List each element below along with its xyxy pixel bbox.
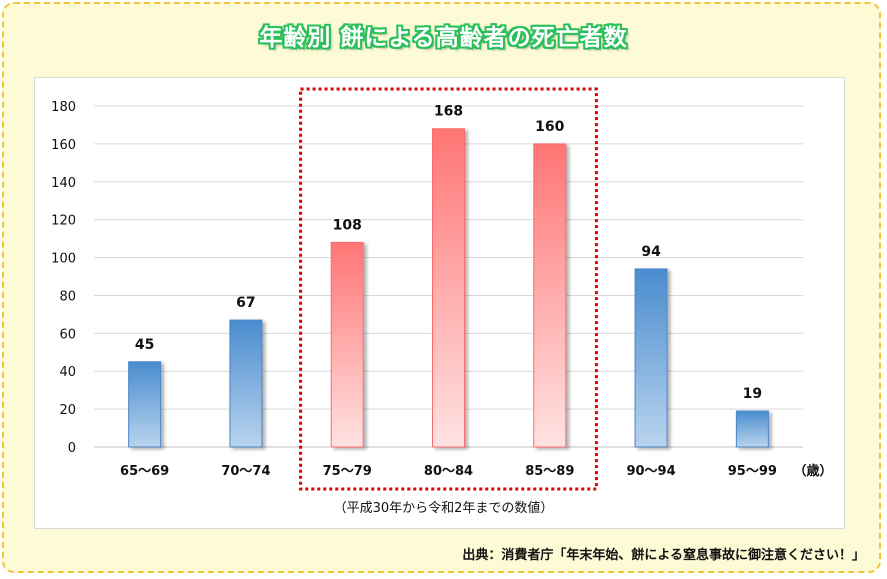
- data-label: 168: [434, 104, 463, 120]
- data-label: 160: [535, 119, 564, 135]
- data-label: 67: [236, 295, 255, 311]
- bar-65〜69: [128, 361, 162, 448]
- bar-90〜94: [634, 268, 668, 448]
- bar-85〜89: [533, 143, 567, 448]
- data-label: 45: [135, 337, 154, 353]
- x-tick-label: 70〜74: [221, 464, 270, 479]
- x-tick-label: 75〜79: [323, 464, 372, 479]
- x-tick-label: 90〜94: [626, 464, 675, 479]
- x-axis-unit: （歳）: [793, 463, 832, 479]
- x-tick-label: 95〜99: [728, 464, 777, 479]
- data-period-note: （平成30年から令和2年までの数値）: [333, 501, 554, 516]
- data-label: 94: [641, 244, 661, 260]
- y-tick-label: 0: [68, 441, 76, 456]
- source-citation: 出典：消費者庁「年末年始、餅による窒息事故に御注意ください！」: [462, 548, 865, 563]
- y-tick-label: 160: [51, 138, 76, 153]
- y-tick-label: 140: [51, 176, 76, 191]
- y-tick-label: 180: [51, 100, 76, 115]
- bar-80〜84: [432, 128, 465, 448]
- y-tick-label: 40: [59, 365, 76, 380]
- y-tick-label: 60: [59, 327, 76, 342]
- chart-title: 年齢別 餅による高齢者の死亡者数: [259, 25, 628, 51]
- bar-70〜74: [229, 319, 263, 448]
- data-label: 108: [333, 217, 362, 233]
- x-tick-label: 85〜89: [525, 464, 574, 479]
- bar-95〜99: [735, 410, 769, 448]
- data-label: 19: [743, 386, 762, 402]
- bar-75〜79: [330, 241, 364, 448]
- y-tick-label: 120: [51, 214, 76, 229]
- y-tick-label: 100: [51, 252, 76, 267]
- x-tick-label: 65〜69: [120, 464, 169, 479]
- x-tick-label: 80〜84: [424, 464, 473, 479]
- y-tick-label: 80: [59, 289, 76, 304]
- y-tick-label: 20: [59, 403, 76, 418]
